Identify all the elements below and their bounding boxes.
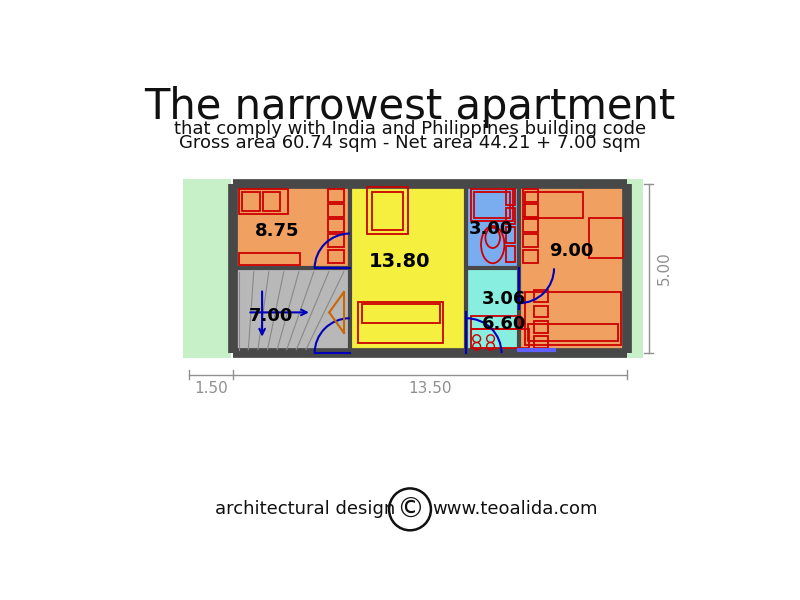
Text: 8.75: 8.75 [254,222,299,240]
Text: 13.50: 13.50 [408,381,452,396]
Bar [471,316,521,329]
Bar [523,235,538,247]
Bar [534,305,548,317]
Bar [523,189,538,202]
Bar [233,184,350,268]
Bar [525,292,621,344]
Text: 5.00: 5.00 [657,251,671,285]
Text: 6.60: 6.60 [482,315,526,333]
Bar [372,191,403,230]
Text: 3.00: 3.00 [469,220,514,238]
Bar [262,192,281,211]
Bar [328,219,344,232]
Text: architectural design: architectural design [215,500,395,518]
Bar [534,321,548,333]
Text: that comply with India and Philippines building code: that comply with India and Philippines b… [174,120,646,138]
Bar [534,290,548,302]
Bar [358,302,443,343]
Bar [523,250,538,263]
Bar [534,336,548,348]
Bar [506,227,514,243]
Text: 13.80: 13.80 [369,252,430,271]
Bar [242,192,259,211]
Bar [183,179,231,358]
Text: 9.00: 9.00 [550,242,594,260]
Bar [362,304,440,323]
Text: 3.06: 3.06 [482,290,526,308]
Bar [554,179,642,358]
Bar [506,208,514,224]
Bar [589,218,622,258]
Text: 7.00: 7.00 [249,307,293,325]
Bar [328,204,344,217]
Text: ©: © [396,496,424,523]
Bar [466,268,554,353]
Bar [525,192,583,218]
Bar [471,329,530,348]
Bar [238,253,300,265]
Bar [523,219,538,232]
Bar [233,268,350,353]
Text: Gross area 60.74 sqm - Net area 44.21 + 7.00 sqm: Gross area 60.74 sqm - Net area 44.21 + … [179,134,641,152]
Bar [328,189,344,202]
Bar [238,189,288,214]
Bar [350,184,466,353]
Bar [523,204,538,217]
Text: The narrowest apartment: The narrowest apartment [144,86,676,128]
Bar [519,184,627,353]
Bar [367,187,408,235]
Bar [506,246,514,262]
Text: 1.50: 1.50 [194,381,228,396]
Bar [328,235,344,247]
Text: www.teoalida.com: www.teoalida.com [432,500,598,518]
Bar [328,250,344,263]
Bar [466,184,519,268]
Bar [528,324,618,341]
Bar [506,189,514,205]
Bar [474,192,510,218]
Bar [471,189,513,221]
